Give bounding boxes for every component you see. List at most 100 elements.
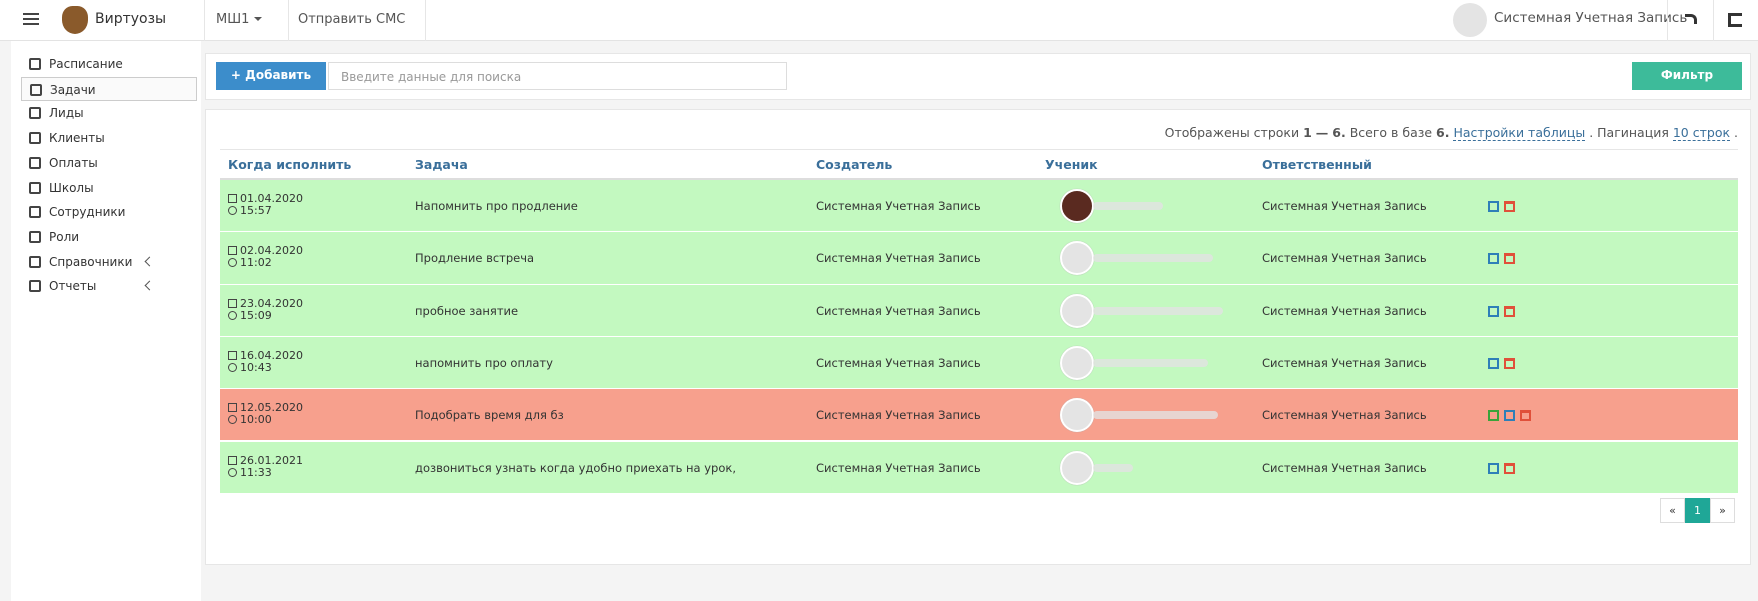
table-row: 16.04.2020 10:43 напомнить про оплату Систе… — [220, 336, 1738, 390]
pager-button[interactable]: 1 — [1685, 498, 1710, 523]
clock-icon — [228, 467, 237, 477]
responsible: Системная Учетная Запись — [1262, 460, 1427, 475]
sidebar-label: Роли — [49, 229, 80, 244]
responsible: Системная Учетная Запись — [1262, 303, 1427, 318]
column-header[interactable]: Ученик — [1045, 157, 1098, 172]
submenu-arrow — [144, 280, 155, 291]
table-settings[interactable]: Настройки таблицы — [1453, 125, 1586, 141]
menu-icon[interactable] — [23, 13, 39, 15]
column-header[interactable]: Задача — [415, 157, 468, 172]
edit-button[interactable] — [1488, 357, 1499, 369]
edit-button[interactable] — [1488, 253, 1499, 265]
creator: Системная Учетная Запись — [816, 303, 981, 318]
due-date: 12.05.2020 — [240, 401, 303, 415]
brand[interactable]: Виртуозы — [95, 11, 167, 27]
task: напомнить про оплату — [415, 355, 553, 370]
student-name-hidden — [1093, 306, 1223, 315]
calendar-icon — [228, 350, 237, 360]
delete-button[interactable] — [1504, 462, 1515, 474]
pager-button[interactable]: » — [1710, 498, 1735, 523]
student-avatar — [1060, 293, 1094, 328]
sidebar-icon — [29, 58, 41, 70]
due-time: 10:43 — [240, 360, 272, 374]
sidebar-label: Школы — [49, 180, 94, 195]
sidebar-item[interactable]: Задачи — [21, 76, 197, 101]
due-date: 01.04.2020 — [240, 192, 303, 205]
student-name-hidden — [1093, 411, 1218, 420]
due-time: 15:09 — [240, 308, 272, 322]
table-border — [220, 149, 1738, 150]
pagination-setting[interactable]: 10 строк — [1672, 125, 1731, 141]
submenu-arrow — [144, 256, 155, 267]
delete-button[interactable] — [1504, 201, 1515, 212]
sidebar-item[interactable]: Школы — [21, 176, 197, 200]
sidebar-icon — [30, 83, 42, 96]
clock-icon — [228, 258, 237, 268]
sidebar-item[interactable]: Клиенты — [21, 126, 197, 150]
sidebar-icon — [29, 280, 41, 293]
due-date: 26.01.2021 — [240, 453, 303, 467]
filter-button[interactable]: Фильтр — [1632, 62, 1742, 90]
user-name[interactable]: Системная Учетная Запись — [1494, 10, 1688, 26]
complete-button[interactable] — [1488, 410, 1499, 422]
task: пробное занятие — [415, 303, 519, 318]
sidebar-label: Клиенты — [49, 131, 105, 146]
table-row: 01.04.2020 15:57 Напомнить про продление Си… — [220, 180, 1738, 233]
student-name-hidden — [1093, 254, 1213, 263]
table-panel: Отображены строки 1 — 6. Всего в базе 6.… — [205, 109, 1751, 565]
logout-icon[interactable] — [1728, 13, 1742, 27]
responsible: Системная Учетная Запись — [1262, 355, 1427, 370]
delete-button[interactable] — [1504, 305, 1515, 317]
creator: Системная Учетная Запись — [816, 251, 981, 266]
sidebar-label: Отчеты — [49, 279, 97, 294]
sidebar-icon — [29, 156, 41, 169]
sidebar: Расписание Задачи Лиды Клиенты Оплаты Школы Со… — [11, 41, 201, 601]
table-row: 02.04.2020 11:02 Продление встреча Системна… — [220, 232, 1738, 285]
calendar-icon — [228, 455, 237, 465]
student-name-hidden — [1093, 463, 1133, 472]
student-avatar — [1060, 450, 1094, 485]
table-row: 26.01.2021 11:33 дозвониться узнать когда … — [220, 441, 1738, 494]
due-date: 23.04.2020 — [240, 296, 303, 310]
school-select[interactable]: МШ1 — [216, 12, 262, 27]
sidebar-item[interactable]: Справочники — [21, 250, 197, 274]
column-header[interactable]: Когда исполнить — [228, 157, 352, 172]
info-from: 1 — [1303, 125, 1312, 140]
clock-icon — [228, 310, 237, 320]
sidebar-label: Расписание — [49, 57, 123, 71]
creator: Системная Учетная Запись — [816, 460, 981, 475]
sidebar-label: Оплаты — [49, 155, 98, 170]
student-avatar — [1060, 345, 1094, 380]
sidebar-item[interactable]: Роли — [21, 225, 197, 249]
edit-button[interactable] — [1488, 462, 1499, 474]
delete-button[interactable] — [1504, 253, 1515, 265]
info-to: 6. — [1332, 125, 1346, 140]
sidebar-label: Лиды — [49, 106, 84, 121]
add-button[interactable]: + Добавить — [216, 62, 326, 90]
task: дозвониться узнать когда удобно приехать… — [415, 460, 736, 475]
due-time: 15:57 — [240, 204, 272, 217]
column-header[interactable]: Ответственный — [1262, 157, 1372, 172]
sidebar-icon — [29, 230, 41, 243]
sidebar-item[interactable]: Отчеты — [21, 274, 197, 298]
edit-button[interactable] — [1504, 410, 1515, 422]
sidebar-item[interactable]: Сотрудники — [21, 200, 197, 224]
delete-button[interactable] — [1504, 357, 1515, 369]
info-text: Отображены строки — [1164, 125, 1300, 140]
search-input[interactable]: Введите данные для поиска — [328, 62, 787, 90]
edit-button[interactable] — [1488, 201, 1499, 212]
sidebar-icon — [29, 181, 41, 194]
share-icon[interactable] — [1685, 14, 1697, 24]
sidebar-item[interactable]: Лиды — [21, 101, 197, 125]
column-header[interactable]: Создатель — [816, 157, 893, 172]
send-sms[interactable]: Отправить СМС — [298, 12, 406, 27]
calendar-icon — [228, 246, 237, 256]
edit-button[interactable] — [1488, 305, 1499, 317]
sidebar-item[interactable]: Оплаты — [21, 151, 197, 175]
creator: Системная Учетная Запись — [816, 408, 981, 423]
calendar-icon — [228, 298, 237, 308]
delete-button[interactable] — [1520, 410, 1531, 422]
responsible: Системная Учетная Запись — [1262, 199, 1427, 213]
sidebar-item[interactable]: Расписание — [21, 52, 197, 76]
pager-button[interactable]: « — [1660, 498, 1685, 523]
